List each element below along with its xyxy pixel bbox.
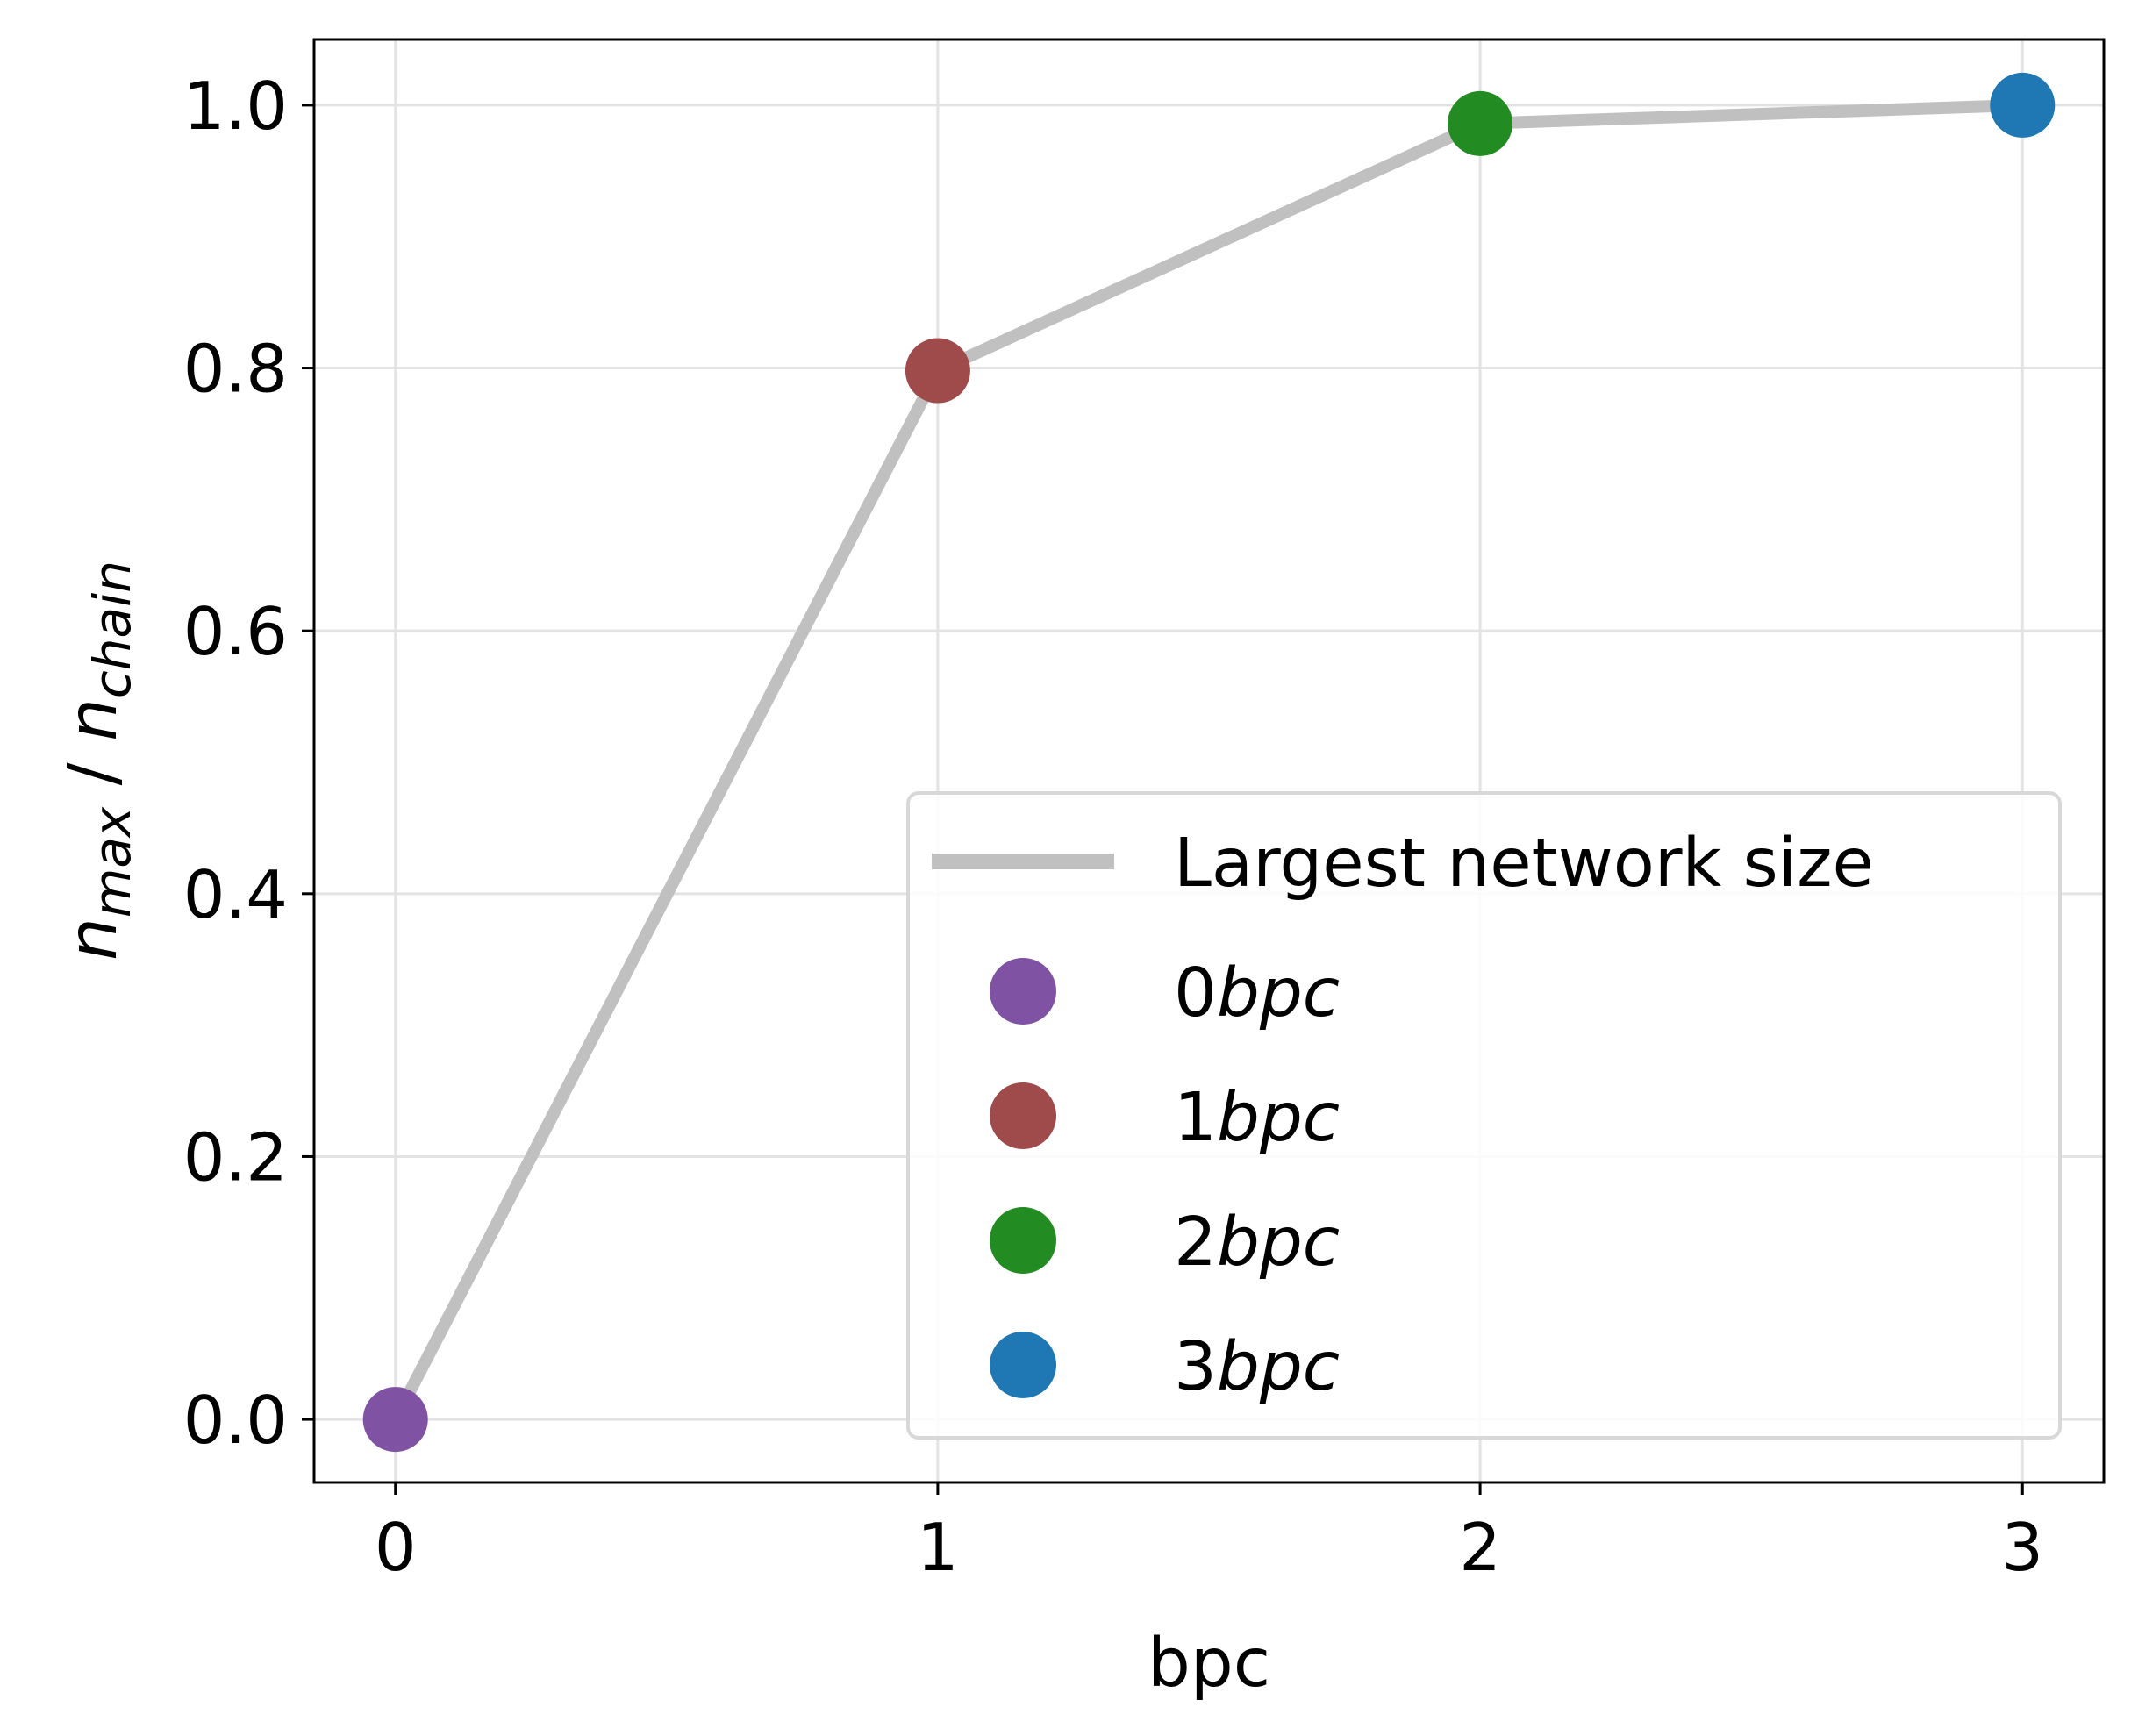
points-layer: [362, 72, 2056, 1453]
x-tick-label-1: 1: [917, 1509, 959, 1586]
y-tick-label-5: 1.0: [183, 68, 288, 145]
legend-marker-0bpc: [990, 958, 1056, 1025]
y-axis: 0.0 0.2 0.4 0.6 0.8 1.0: [183, 68, 314, 1459]
x-axis-label: bpc: [1148, 1625, 1270, 1703]
x-tick-label-3: 3: [2001, 1509, 2043, 1586]
series-line-largest-network-size: [390, 98, 2023, 1423]
data-point-3bpc: [1990, 72, 2056, 138]
data-point-0bpc: [362, 1387, 428, 1453]
y-tick-label-3: 0.6: [183, 593, 288, 670]
data-point-2bpc: [1448, 90, 1513, 156]
legend-marker-2bpc: [990, 1207, 1056, 1274]
y-tick-label-2: 0.4: [183, 856, 288, 933]
line-layer: [390, 98, 2023, 1423]
legend-label-3bpc: 3bpc: [1174, 1328, 1340, 1406]
y-tick-label-1: 0.2: [183, 1118, 288, 1196]
legend: Largest network size 0bpc 1bpc 2bpc 3bpc: [906, 791, 2062, 1440]
x-axis: 0 1 2 3: [375, 1482, 2043, 1586]
y-tick-label-0: 0.0: [183, 1382, 288, 1459]
plot-frame: [312, 38, 2106, 1484]
y-tick-label-4: 0.8: [183, 331, 288, 408]
legend-marker-1bpc: [990, 1082, 1056, 1149]
y-axis-label: nmax / nchain: [54, 561, 142, 961]
legend-marker-3bpc: [990, 1332, 1056, 1398]
legend-label-1bpc: 1bpc: [1174, 1079, 1340, 1157]
x-tick-label-2: 2: [1459, 1509, 1501, 1586]
x-tick-label-0: 0: [375, 1509, 417, 1586]
data-point-1bpc: [905, 338, 970, 404]
legend-box: [906, 791, 2062, 1440]
legend-line-label: Largest network size: [1174, 825, 1874, 903]
legend-label-0bpc: 0bpc: [1174, 954, 1340, 1032]
legend-label-2bpc: 2bpc: [1174, 1204, 1340, 1282]
